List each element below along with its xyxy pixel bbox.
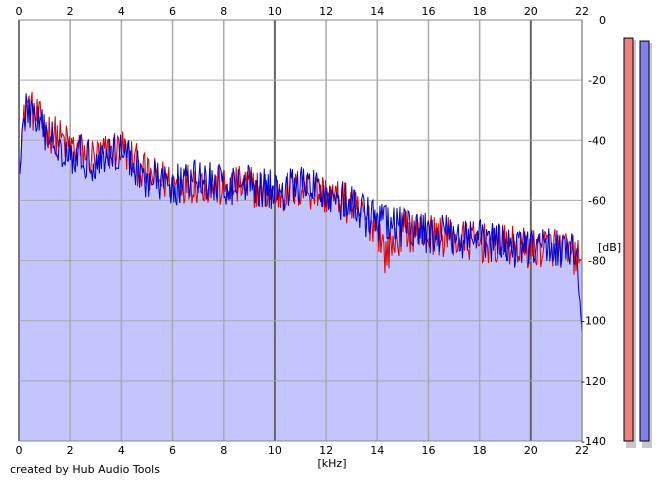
x-tick-label-top: 18 — [473, 5, 487, 18]
x-tick-label-bottom: 16 — [421, 444, 435, 457]
x-tick-label-bottom: 8 — [220, 444, 227, 457]
y-tick-label: -60 — [588, 194, 606, 207]
y-tick-labels: 0 -20 -40 -60 -80 -100 -120 -140 — [581, 14, 606, 448]
y-tick-label: -140 — [581, 435, 606, 448]
x-tick-label-top: 12 — [319, 5, 333, 18]
level-meters — [623, 37, 652, 449]
y-tick-label: -40 — [588, 134, 606, 147]
x-tick-label-bottom: 6 — [169, 444, 176, 457]
x-tick-label-top: 8 — [220, 5, 227, 18]
x-tick-label-bottom: 14 — [370, 444, 384, 457]
y-tick-label: -120 — [581, 375, 606, 388]
x-tick-label-top: 20 — [524, 5, 538, 18]
y-tick-label: -100 — [581, 315, 606, 328]
spectrum-fill-area — [19, 91, 582, 442]
x-tick-label-bottom: 2 — [67, 444, 74, 457]
x-tick-label-top: 0 — [16, 5, 23, 18]
plot-border — [18, 19, 583, 442]
x-tick-labels-bottom: 0 2 4 6 8 10 12 14 16 18 20 22 — [16, 444, 590, 457]
x-tick-labels-top: 0 2 4 6 8 10 12 14 16 18 20 22 — [16, 5, 590, 18]
x-tick-label-top: 14 — [370, 5, 384, 18]
spectrum-line-blue — [18, 93, 583, 333]
spectrum-lines — [18, 91, 583, 333]
x-tick-label-top: 22 — [575, 5, 589, 18]
level-meter-left — [623, 37, 634, 442]
x-tick-label-bottom: 20 — [524, 444, 538, 457]
y-tick-label: -20 — [588, 74, 606, 87]
x-axis-label: [kHz] — [318, 457, 347, 470]
y-tick-label: -80 — [588, 255, 606, 268]
x-tick-label-bottom: 18 — [473, 444, 487, 457]
x-tick-label-top: 10 — [268, 5, 282, 18]
credit-text: created by Hub Audio Tools — [10, 463, 160, 476]
x-tick-label-bottom: 22 — [575, 444, 589, 457]
x-tick-label-top: 16 — [421, 5, 435, 18]
x-tick-label-top: 2 — [67, 5, 74, 18]
x-tick-label-bottom: 10 — [268, 444, 282, 457]
x-tick-label-top: 6 — [169, 5, 176, 18]
y-axis-label: [dB] — [598, 241, 621, 254]
chart-grid — [18, 19, 583, 442]
x-tick-label-bottom: 0 — [16, 444, 23, 457]
x-tick-label-bottom: 12 — [319, 444, 333, 457]
x-tick-label-bottom: 4 — [118, 444, 125, 457]
x-tick-label-top: 4 — [118, 5, 125, 18]
y-tick-label: 0 — [599, 14, 606, 27]
level-meter-right — [639, 40, 650, 442]
